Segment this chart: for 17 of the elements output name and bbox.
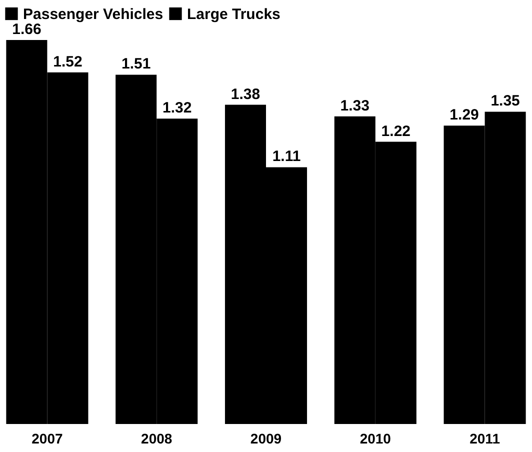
x-tick-label: 2010 bbox=[360, 430, 392, 446]
data-label: 1.22 bbox=[381, 122, 411, 140]
data-label: 1.35 bbox=[490, 92, 520, 110]
data-label: 1.29 bbox=[450, 106, 479, 124]
data-label: 1.33 bbox=[340, 97, 370, 114]
x-tick-label: 2011 bbox=[470, 430, 500, 446]
legend-label: Passenger Vehicles bbox=[23, 6, 164, 23]
data-label: 1.52 bbox=[53, 53, 82, 70]
data-label: 1.11 bbox=[272, 148, 301, 166]
x-tick-label: 2009 bbox=[250, 430, 282, 446]
data-label: 1.38 bbox=[230, 86, 260, 103]
legend-label: Large Trucks bbox=[187, 6, 280, 23]
x-tick-label: 2008 bbox=[141, 430, 172, 446]
data-label: 1.66 bbox=[12, 21, 42, 38]
x-tick-label: 2007 bbox=[32, 430, 63, 446]
data-label: 1.51 bbox=[121, 56, 151, 73]
data-label: 1.32 bbox=[162, 100, 192, 117]
